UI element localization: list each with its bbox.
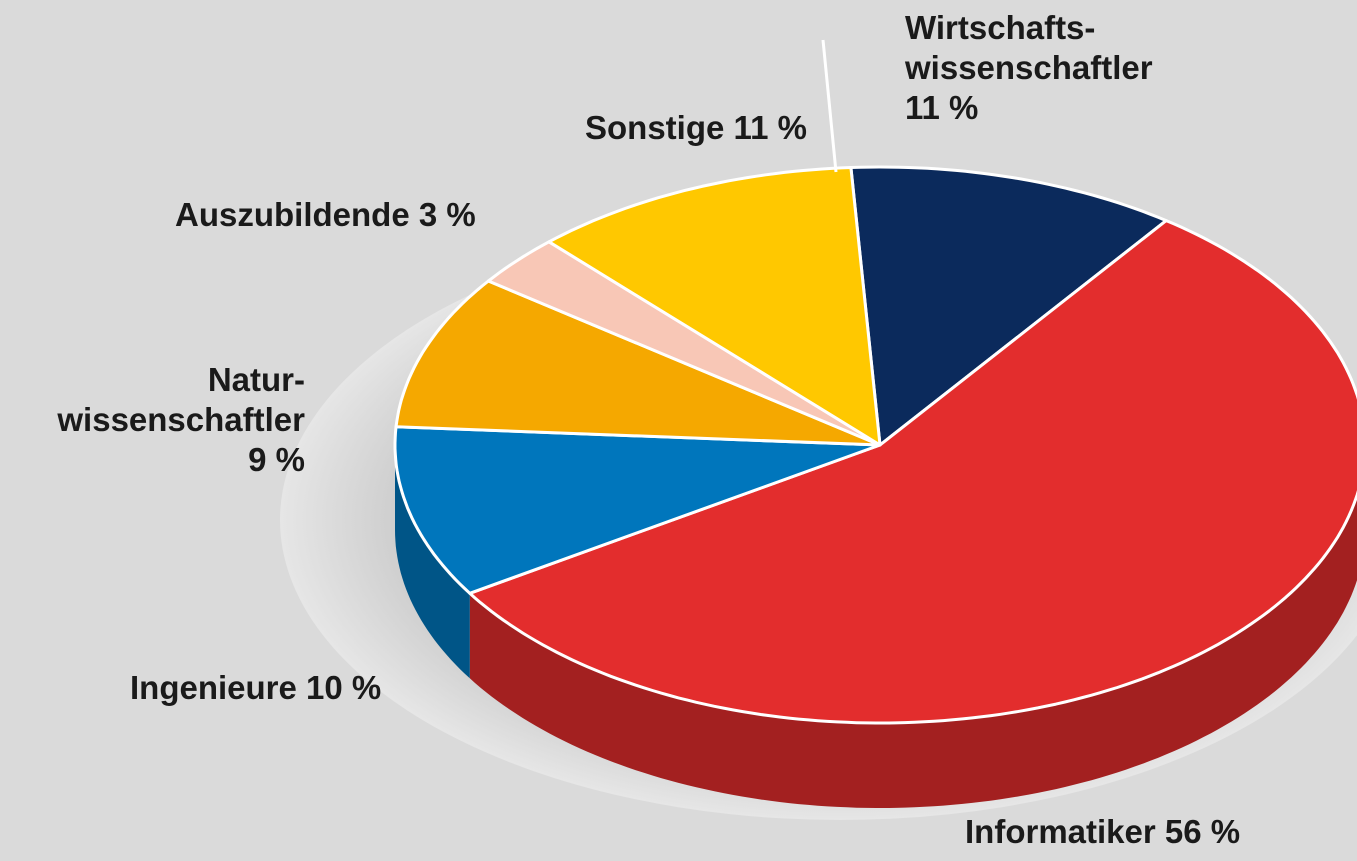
value-label: 9 %	[248, 441, 305, 478]
category-label: Natur- wissenschaftler	[57, 361, 305, 438]
slice-label: Auszubildende 3 %	[175, 195, 476, 235]
slice	[393, 425, 882, 595]
value-label: 56 %	[1164, 813, 1241, 850]
category-label: Sonstige	[585, 109, 725, 146]
slice-label: Sonstige 11 %	[585, 108, 807, 148]
slice-label: Ingenieure 10 %	[130, 668, 381, 708]
category-label: Auszubildende	[175, 196, 410, 233]
slice-label: Informatiker 56 %	[965, 812, 1240, 852]
category-label: Wirtschafts- wissenschaftler	[905, 9, 1153, 86]
slice-label: Natur- wissenschaftler 9 %	[57, 360, 305, 480]
slice	[849, 165, 1168, 447]
category-label: Ingenieure	[130, 669, 297, 706]
slice-side	[395, 445, 470, 679]
slice	[394, 279, 882, 447]
slice	[486, 240, 882, 447]
slice-label: Wirtschafts- wissenschaftler 11 %	[905, 8, 1153, 128]
slice	[468, 219, 1357, 725]
slice	[547, 166, 882, 447]
value-label: 11 %	[905, 89, 979, 126]
slice-side	[469, 495, 1357, 808]
category-label: Informatiker	[965, 813, 1156, 850]
leader-line	[821, 39, 838, 173]
value-label: 3 %	[418, 196, 476, 233]
value-label: 10 %	[306, 669, 382, 706]
value-label: 11 %	[733, 109, 807, 146]
